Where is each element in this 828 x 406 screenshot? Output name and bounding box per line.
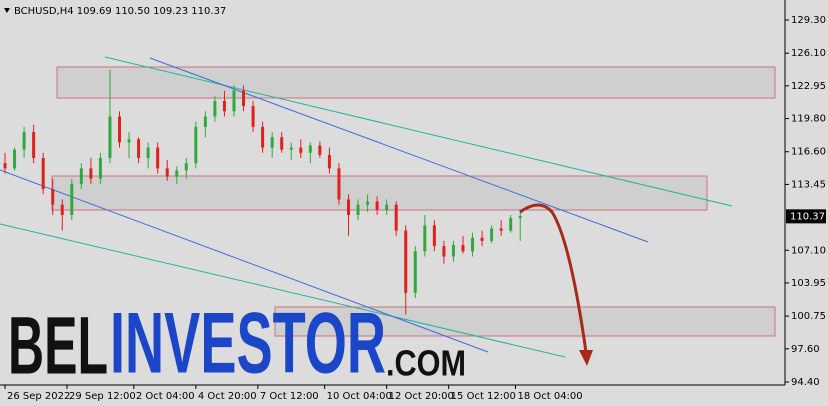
candle-body [518,216,522,219]
candle-body [242,90,246,107]
arrow-head [579,350,593,366]
trend-line [0,169,489,353]
y-tick-label: 129.30 [791,15,826,26]
candle-body [232,90,236,112]
candle-body [289,147,293,150]
candle-body [156,147,160,169]
x-tick-label: 12 Oct 20:00 [389,391,454,402]
candle-body [175,170,179,177]
x-tick-label: 15 Oct 12:00 [451,391,516,402]
candle-body [356,204,360,216]
y-tick-label: 94.40 [791,377,820,388]
x-tick-label: 18 Oct 04:00 [517,391,582,402]
candle-body [194,126,198,164]
candle-body [79,168,83,184]
candle-body [385,204,389,210]
candle-body [404,230,408,293]
watermark-bel: BEL [8,301,108,392]
arrow-path [519,203,588,353]
candle-body [366,201,370,205]
x-tick-label: 7 Oct 12:00 [260,391,319,402]
forecast-arrow [519,203,593,366]
menu-icon[interactable] [4,8,10,13]
candle-body [461,245,465,252]
y-tick-label: 116.60 [791,147,826,158]
candle-body [375,201,379,210]
trend-line [104,56,733,207]
x-tick-label: 26 Sep 2022 [7,391,70,402]
candles [3,69,522,315]
candle-body [3,163,7,169]
y-tick-label: 97.60 [791,344,820,355]
candle-body [432,225,436,247]
candle-body [261,126,265,148]
candle-body [509,218,513,231]
candle-body [203,116,207,127]
y-tick-label: 122.95 [791,81,826,92]
candle-body [451,245,455,257]
watermark-com: .COM [386,343,466,384]
candle-body [127,139,131,143]
watermark: BEL INVESTOR .COM [8,296,466,392]
candle-body [280,137,284,150]
candle-body [32,132,36,158]
x-tick-label: 10 Oct 04:00 [327,391,392,402]
candle-body [60,204,64,216]
candle-body [108,116,112,158]
trend-line [149,57,649,243]
candle-body [337,168,341,200]
candle-body [308,145,312,153]
candle-body [41,157,45,190]
x-tick-label: 29 Sep 12:00 [69,391,136,402]
candle-body [346,199,350,216]
candle-body [299,147,303,153]
pivot-zone [51,175,708,211]
candle-body [442,246,446,257]
y-tick-label: 100.75 [791,311,826,322]
y-tick-label: 103.95 [791,278,826,289]
candle-body [490,228,494,241]
candle-body [327,154,331,169]
candle-body [89,168,93,179]
y-tick-label: 107.10 [791,245,826,256]
candle-body [98,157,102,179]
candle-body [251,106,255,127]
candle-body [137,139,141,158]
resistance-zone [56,66,776,99]
y-tick-label: 119.80 [791,114,826,125]
candle-body [51,189,55,205]
annotations [0,56,776,358]
candle-body [499,228,503,231]
candle-body [222,100,226,112]
symbol-header: BCHUSD,H4 109.69 110.50 109.23 110.37 [14,6,226,17]
watermark-investor: INVESTOR [110,296,386,392]
candle-body [165,168,169,177]
candle-body [318,145,322,155]
candle-body [480,237,484,241]
price-label: 110.37 [790,211,825,222]
candle-body [13,149,17,169]
x-tick-label: 2 Oct 04:00 [136,391,195,402]
y-tick-label: 113.45 [791,179,826,190]
candle-body [146,147,150,158]
candle-body [394,204,398,231]
candle-body [22,132,26,150]
trend-line [0,223,566,358]
support-zone [274,306,776,337]
price-marker [786,209,826,224]
candle-body [213,100,217,117]
candle-body [270,137,274,148]
candle-body [118,116,122,143]
candle-body [471,237,475,252]
x-tick-label: 4 Oct 20:00 [198,391,257,402]
candle-body [413,251,417,293]
candle-body [70,183,74,216]
y-tick-label: 126.10 [791,48,826,59]
candle-body [184,163,188,171]
candle-body [423,225,427,252]
